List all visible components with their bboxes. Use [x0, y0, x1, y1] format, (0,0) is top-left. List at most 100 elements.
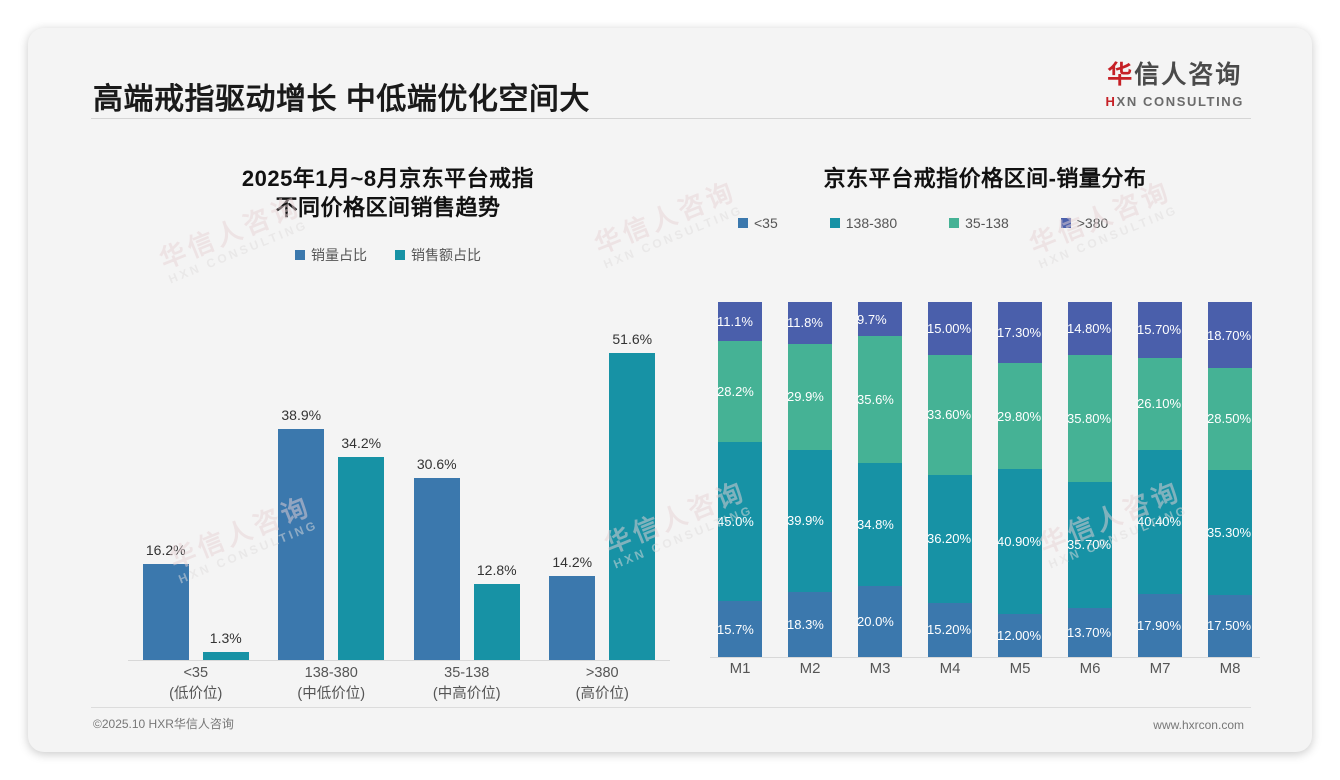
stacked-bar[interactable]: 15.70% 26.10% 40.40% 17.90%	[1137, 302, 1182, 657]
stacked-bar[interactable]: 9.7% 35.6% 34.8% 20.0%	[857, 302, 902, 658]
stack-segment[interactable]: 40.90%	[997, 469, 1042, 615]
segment-value-label: 20.0%	[857, 614, 894, 630]
stack-segment[interactable]: 35.80%	[1067, 354, 1112, 482]
stack-segment[interactable]: 14.80%	[1067, 302, 1112, 355]
stack-segment[interactable]: 17.50%	[1207, 594, 1252, 657]
segment-value-label: 18.70%	[1207, 327, 1252, 343]
legend-item-138-380[interactable]: 138-380	[829, 215, 898, 232]
right-plot-area: 11.1% 28.2% 45.0% 15.7% 11.8% 29.9% 39.9% 18.3%…	[710, 298, 1260, 658]
stack-segment[interactable]: 26.10%	[1137, 357, 1182, 451]
right-x-axis: M1 M2 M3 M4 M5 M6 M7 M8	[710, 660, 1260, 677]
legend-swatch-icon	[1060, 218, 1071, 229]
x-axis-tick-label: M7	[1149, 660, 1171, 677]
stack-segment[interactable]: 39.9%	[787, 450, 832, 592]
legend-item-sales-amount[interactable]: 销售额占比	[395, 245, 481, 265]
stack-segment[interactable]: 13.70%	[1067, 608, 1112, 657]
right-chart-title: 京东平台戒指价格区间-销量分布	[823, 166, 1147, 191]
left-x-axis: <35 (低价位) 138-380 (中低价位) 35-138 (中高价位) >380 (高价…	[128, 663, 670, 705]
bar[interactable]	[338, 456, 385, 660]
bar-value-label: 38.9%	[281, 406, 322, 423]
bar-column[interactable]: 30.6%	[413, 316, 460, 660]
bar-column[interactable]: 16.2%	[142, 316, 189, 660]
bar[interactable]	[202, 652, 249, 660]
logo-english-red: H	[1105, 94, 1117, 109]
stack-segment[interactable]: 35.6%	[857, 336, 902, 463]
stack-segment[interactable]: 17.30%	[997, 302, 1042, 364]
legend-item-35[interactable]: <35	[738, 215, 778, 231]
stack-segment[interactable]: 36.20%	[927, 474, 972, 604]
segment-value-label: 15.00%	[927, 321, 972, 337]
left-chart-title: 2025年1月~8月京东平台戒指 不同价格区间销售趋势	[88, 164, 688, 223]
stack-segment[interactable]: 29.9%	[787, 343, 832, 451]
segment-value-label: 35.70%	[1067, 537, 1112, 553]
bar-value-label: 16.2%	[145, 541, 186, 558]
bar-value-label: 12.8%	[476, 561, 517, 578]
stacked-bar[interactable]: 11.8% 29.9% 39.9% 18.3%	[787, 302, 832, 657]
stack-segment[interactable]: 35.30%	[1207, 469, 1252, 595]
stack-segment[interactable]: 20.0%	[857, 586, 902, 658]
stacked-bar[interactable]: 18.70% 28.50% 35.30% 17.50%	[1207, 302, 1252, 657]
legend-item-sales-volume[interactable]: 销量占比	[295, 245, 367, 265]
stack-segment[interactable]: 15.00%	[927, 302, 972, 356]
legend-item-380[interactable]: >380	[1060, 215, 1108, 231]
bar[interactable]	[473, 583, 520, 660]
segment-value-label: 13.70%	[1067, 625, 1112, 641]
bar[interactable]	[278, 428, 325, 660]
stack-segment[interactable]: 40.40%	[1137, 450, 1182, 594]
stacked-bar[interactable]: 14.80% 35.80% 35.70% 13.70%	[1067, 302, 1112, 657]
footer-website: www.hxrcon.com	[1153, 718, 1244, 732]
x-axis-tick-label: M1	[729, 660, 751, 677]
stack-segment[interactable]: 45.0%	[717, 441, 762, 602]
bar[interactable]	[549, 575, 596, 660]
x-tick-secondary: (高价位)	[575, 686, 629, 703]
bar-column[interactable]: 34.2%	[338, 316, 385, 660]
stack-segment[interactable]: 35.70%	[1067, 481, 1112, 609]
stack-segment[interactable]: 18.70%	[1207, 302, 1252, 369]
bar[interactable]	[413, 477, 460, 660]
stacked-bar[interactable]: 17.30% 29.80% 40.90% 12.00%	[997, 302, 1042, 657]
stack-segment[interactable]: 9.7%	[857, 302, 902, 337]
bar-column[interactable]: 51.6%	[609, 316, 656, 660]
stack-segment[interactable]: 18.3%	[787, 591, 832, 657]
stack-segment[interactable]: 15.70%	[1137, 302, 1182, 358]
footer-copyright: ©2025.10 HXR华信人咨询	[93, 717, 234, 731]
segment-value-label: 36.20%	[927, 531, 972, 547]
bar-column[interactable]: 38.9%	[278, 316, 325, 660]
stack-segment[interactable]: 12.00%	[997, 614, 1042, 657]
stack-segment[interactable]: 17.90%	[1137, 593, 1182, 657]
segment-value-label: 45.0%	[717, 513, 754, 529]
stack-segment[interactable]: 29.80%	[997, 363, 1042, 470]
segment-value-label: 11.1%	[717, 314, 753, 330]
bar-group: 30.6% 12.8%	[403, 316, 531, 660]
segment-value-label: 28.2%	[717, 383, 754, 399]
stack-segment[interactable]: 15.20%	[927, 603, 972, 657]
stacked-bar[interactable]: 15.00% 33.60% 36.20% 15.20%	[927, 302, 972, 657]
logo-english: HXN CONSULTING	[1106, 95, 1244, 108]
bar[interactable]	[609, 353, 656, 660]
legend-label: 138-380	[845, 215, 898, 232]
right-chart-legend: <35 138-380 35-138 >380	[700, 215, 1270, 231]
bar[interactable]	[142, 563, 189, 660]
segment-value-label: 15.7%	[717, 621, 754, 637]
bar-column[interactable]: 14.2%	[549, 316, 596, 660]
stack-segment[interactable]: 33.60%	[927, 355, 972, 475]
stacked-bar[interactable]: 11.1% 28.2% 45.0% 15.7%	[717, 302, 762, 657]
bar-value-label: 14.2%	[552, 553, 593, 570]
legend-label: 销售额占比	[411, 246, 481, 263]
stack-segment[interactable]: 28.2%	[717, 341, 762, 442]
segment-value-label: 17.90%	[1137, 617, 1182, 633]
legend-item-35-138[interactable]: 35-138	[949, 215, 1009, 231]
x-axis-tick-label: M3	[869, 660, 891, 677]
segment-value-label: 12.00%	[997, 628, 1042, 644]
header-divider	[91, 118, 1251, 119]
x-tick-primary: 138-380	[304, 665, 358, 681]
segment-value-label: 34.8%	[857, 516, 894, 532]
stack-segment[interactable]: 15.7%	[717, 601, 762, 657]
stack-segment[interactable]: 11.1%	[717, 302, 762, 342]
x-tick-primary: >380	[585, 665, 619, 681]
stack-segment[interactable]: 28.50%	[1207, 368, 1252, 470]
bar-column[interactable]: 12.8%	[473, 316, 520, 660]
stack-segment[interactable]: 11.8%	[787, 302, 832, 344]
stack-segment[interactable]: 34.8%	[857, 462, 902, 587]
bar-column[interactable]: 1.3%	[202, 316, 249, 660]
